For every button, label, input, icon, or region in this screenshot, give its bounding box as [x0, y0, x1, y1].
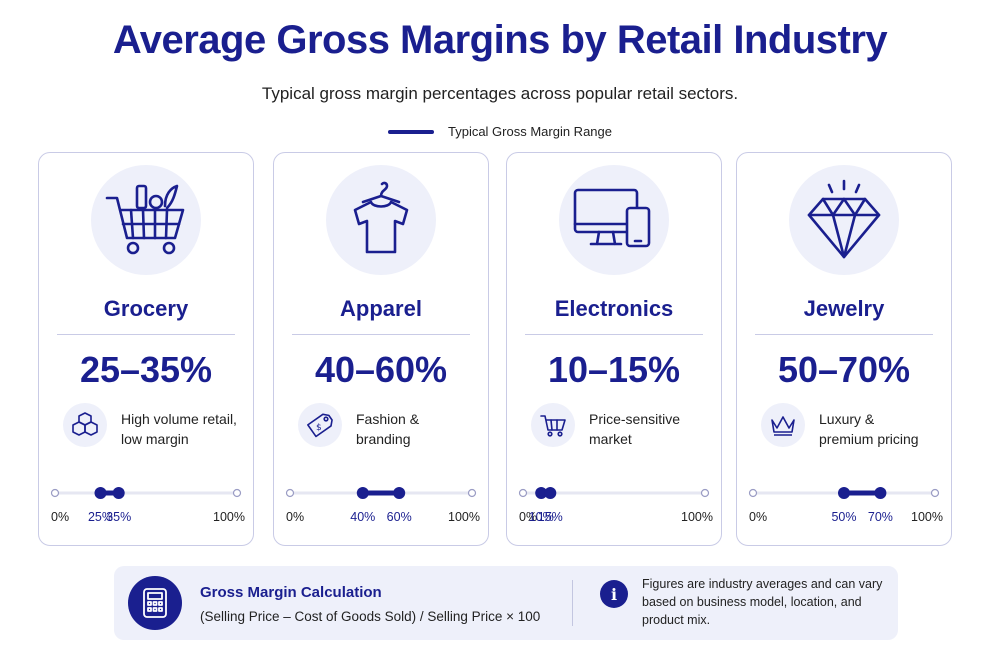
range-scale: 0% 25%35% 100%: [50, 487, 245, 524]
range-high-label: 15%: [538, 510, 563, 524]
note-line: Fashion &: [356, 411, 420, 427]
calculator-icon: [128, 576, 182, 630]
margin-range: 50–70%: [777, 349, 911, 390]
range-low-point: [94, 487, 107, 499]
cart-icon: [531, 403, 575, 447]
scale-min-point: [285, 488, 295, 498]
scale-max-label: 100%: [448, 510, 480, 524]
note-text: Fashion & branding: [356, 409, 478, 449]
scale-max-point: [930, 488, 940, 498]
scale-max-point: [232, 488, 242, 498]
boxes-icon: [63, 403, 107, 447]
page-subtitle: Typical gross margin percentages across …: [261, 84, 739, 103]
range-low-label: 25%: [88, 510, 113, 524]
category-name: Electronics: [554, 296, 674, 321]
card-divider: [57, 334, 235, 335]
range-high-point: [393, 487, 406, 499]
card-jewelry: Jewelry 50–70% Luxury & premium pricing …: [736, 152, 952, 546]
scale-max-point: [700, 488, 710, 498]
info-line: Figures are industry averages and can va…: [642, 577, 883, 591]
range-low-point: [535, 487, 548, 499]
scale-min-point: [518, 488, 528, 498]
card-apparel: Apparel 40–60% $ Fashion & branding 0% 40…: [273, 152, 489, 546]
range-high-label: 60%: [387, 510, 412, 524]
range-scale: 0% 50% 70% 100%: [748, 487, 943, 524]
category-name: Grocery: [103, 296, 189, 321]
scale-max-point: [467, 488, 477, 498]
calculation-title: Gross Margin Calculation: [200, 584, 382, 601]
note-text: Price-sensitive market: [589, 409, 711, 449]
scale-min-label: 0%: [286, 510, 304, 524]
note-text: High volume retail, low margin: [121, 409, 243, 449]
range-low-label: 10%: [529, 510, 554, 524]
info-text: Figures are industry averages and can va…: [642, 575, 892, 629]
scale-max-label: 100%: [911, 510, 943, 524]
price-tag-icon: $: [298, 403, 342, 447]
range-high-point: [544, 487, 557, 499]
note-line: Luxury &: [819, 411, 875, 427]
margin-range: 25–35%: [79, 349, 213, 390]
legend-label: Typical Gross Margin Range: [447, 124, 612, 139]
range-low-point: [838, 487, 850, 499]
card-divider: [525, 334, 703, 335]
calculation-panel: Gross Margin Calculation (Selling Price …: [114, 566, 898, 640]
note-line: premium pricing: [819, 431, 919, 447]
margin-range: 10–15%: [547, 349, 681, 390]
range-high-point: [112, 487, 125, 499]
shirt-icon: [326, 165, 436, 275]
scale-min-point: [50, 488, 60, 498]
diamond-icon: [789, 165, 899, 275]
legend: Typical Gross Margin Range: [0, 124, 1000, 139]
legend-swatch: [387, 129, 434, 134]
card-divider: [292, 334, 470, 335]
range-high-point: [874, 487, 887, 499]
note-text: Luxury & premium pricing: [819, 409, 941, 449]
scale-max-label: 100%: [681, 510, 713, 524]
note-line: branding: [356, 431, 411, 447]
range-high-label: 35%: [106, 510, 131, 524]
note-line: market: [589, 431, 632, 447]
page-title: Average Gross Margins by Retail Industry: [112, 18, 888, 62]
note-line: High volume retail,: [121, 411, 237, 427]
monitor-phone-icon: [559, 165, 669, 275]
note-line: low margin: [121, 431, 189, 447]
range-low-label: 50%: [831, 510, 856, 524]
calculation-formula: (Selling Price – Cost of Goods Sold) / S…: [200, 609, 541, 624]
category-name: Jewelry: [803, 296, 885, 321]
info-line: product mix.: [642, 613, 711, 627]
scale-min-label: 0%: [749, 510, 767, 524]
svg-text:$: $: [316, 423, 322, 433]
category-name: Apparel: [340, 296, 422, 321]
card-electronics: Electronics 10–15% Price-sensitive marke…: [506, 152, 722, 546]
info-icon: i: [600, 580, 628, 608]
scale-min-label: 0%: [519, 510, 537, 524]
margin-range: 40–60%: [314, 349, 448, 390]
note-line: Price-sensitive: [589, 411, 681, 427]
card-divider: [755, 334, 933, 335]
shopping-cart-icon: [91, 165, 201, 275]
info-line: based on business model, location, and: [642, 595, 862, 609]
range-low-label: 40%: [350, 510, 375, 524]
panel-divider: [572, 580, 573, 626]
scale-max-label: 100%: [213, 510, 245, 524]
scale-min-point: [748, 488, 758, 498]
range-high-label: 70%: [868, 510, 893, 524]
range-scale: 0% 40% 60% 100%: [285, 487, 480, 524]
card-grocery: Grocery 25–35% High volume retail, low m…: [38, 152, 254, 546]
range-low-point: [356, 487, 369, 499]
range-scale: 0%10%15% 100%: [518, 487, 713, 524]
crown-icon: [761, 403, 805, 447]
scale-min-label: 0%: [51, 510, 69, 524]
